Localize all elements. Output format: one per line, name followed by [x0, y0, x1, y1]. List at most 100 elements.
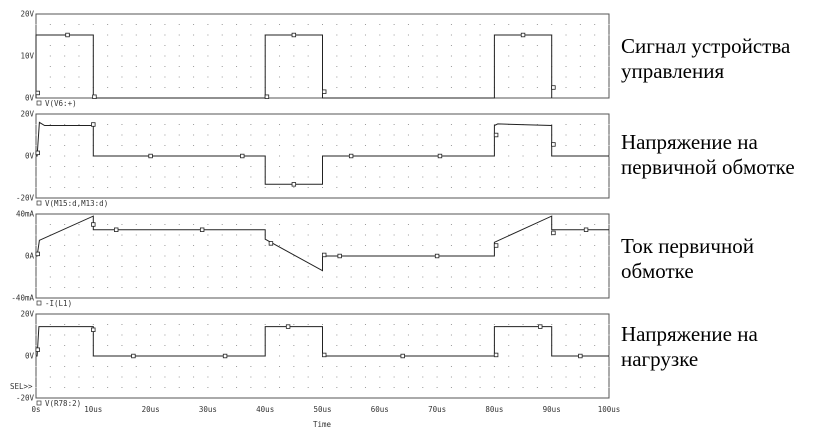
trace-marker — [493, 132, 499, 138]
grid-dot — [465, 166, 467, 167]
grid-dot — [465, 245, 467, 246]
grid-dot — [336, 345, 338, 346]
grid-dot — [307, 66, 309, 67]
grid-dot — [92, 166, 94, 167]
grid-dot — [221, 287, 223, 288]
grid-dot — [49, 24, 51, 25]
grid-dot — [135, 366, 137, 367]
grid-dot — [121, 224, 123, 225]
grid-dot — [579, 134, 581, 136]
grid-dot — [608, 287, 610, 288]
grid-dot — [49, 55, 51, 57]
grid-dot — [178, 255, 180, 257]
grid-dot — [236, 224, 238, 225]
grid-dot — [78, 345, 80, 346]
grid-dot — [236, 387, 238, 388]
grid-dot — [393, 87, 395, 88]
grid-dot — [450, 334, 452, 336]
grid-dot — [493, 387, 495, 388]
grid-dot — [436, 76, 438, 78]
grid-dot — [594, 255, 596, 257]
grid-dot — [64, 55, 66, 57]
grid-dot — [49, 366, 51, 367]
grid-dot — [35, 176, 37, 178]
grid-dot — [92, 387, 94, 388]
grid-dot — [522, 134, 524, 136]
grid-dot — [221, 366, 223, 367]
grid-dot — [364, 166, 366, 167]
grid-dot — [508, 255, 510, 257]
grid-dot — [393, 76, 395, 78]
grid-dot — [279, 155, 281, 157]
grid-dot — [49, 276, 51, 278]
grid-dot — [608, 34, 610, 36]
grid-dot — [551, 124, 553, 125]
grid-dot — [236, 366, 238, 367]
grid-dot — [608, 124, 610, 125]
grid-dot — [393, 45, 395, 46]
grid-dot — [522, 255, 524, 257]
grid-dot — [436, 34, 438, 36]
grid-dot — [307, 355, 309, 357]
grid-dot — [135, 376, 137, 378]
grid-dot — [221, 66, 223, 67]
grid-dot — [178, 224, 180, 225]
grid-dot — [107, 55, 109, 57]
grid-dot — [594, 24, 596, 25]
grid-dot — [350, 124, 352, 125]
grid-dot — [436, 24, 438, 25]
grid-dot — [35, 287, 37, 288]
grid-dot — [150, 145, 152, 146]
grid-dot — [508, 324, 510, 325]
grid-dot — [250, 245, 252, 246]
grid-dot — [250, 276, 252, 278]
grid-dot — [465, 187, 467, 188]
grid-dot — [536, 334, 538, 336]
grid-dot — [35, 276, 37, 278]
grid-dot — [465, 366, 467, 367]
grid-dot — [379, 187, 381, 188]
grid-dot — [364, 376, 366, 378]
grid-dot — [465, 276, 467, 278]
x-tick-label: 70us — [428, 405, 446, 414]
grid-dot — [522, 166, 524, 167]
grid-dot — [279, 66, 281, 67]
grid-dot — [236, 324, 238, 325]
grid-dot — [536, 134, 538, 136]
grid-dot — [479, 66, 481, 67]
grid-dot — [264, 187, 266, 188]
grid-dot — [379, 134, 381, 136]
grid-dot — [250, 234, 252, 236]
grid-dot — [250, 387, 252, 388]
grid-dot — [293, 266, 295, 267]
trace-marker — [520, 32, 526, 38]
grid-dot — [78, 87, 80, 88]
grid-dot — [164, 66, 166, 67]
trace-marker — [551, 230, 556, 236]
grid-dot — [150, 376, 152, 378]
grid-dot — [264, 134, 266, 136]
grid-dot — [250, 345, 252, 346]
grid-dot — [236, 45, 238, 46]
grid-dot — [250, 124, 252, 125]
grid-dot — [450, 387, 452, 388]
grid-dot — [322, 124, 323, 125]
grid-dot — [150, 287, 152, 288]
grid-dot — [78, 55, 80, 57]
grid-dot — [279, 24, 281, 25]
grid-dot — [250, 66, 252, 67]
grid-dot — [379, 345, 381, 346]
grid-dot — [221, 76, 223, 78]
grid-dot — [107, 66, 109, 67]
grid-dot — [336, 134, 338, 136]
grid-dot — [393, 387, 395, 388]
grid-dot — [293, 224, 295, 225]
grid-dot — [594, 387, 596, 388]
annotation-line: Напряжение на — [621, 130, 758, 154]
grid-dot — [150, 134, 152, 136]
grid-dot — [107, 124, 109, 125]
trace-marker — [35, 251, 40, 257]
grid-dot — [579, 366, 581, 367]
grid-dot — [35, 234, 37, 236]
grid-dot — [536, 345, 538, 346]
